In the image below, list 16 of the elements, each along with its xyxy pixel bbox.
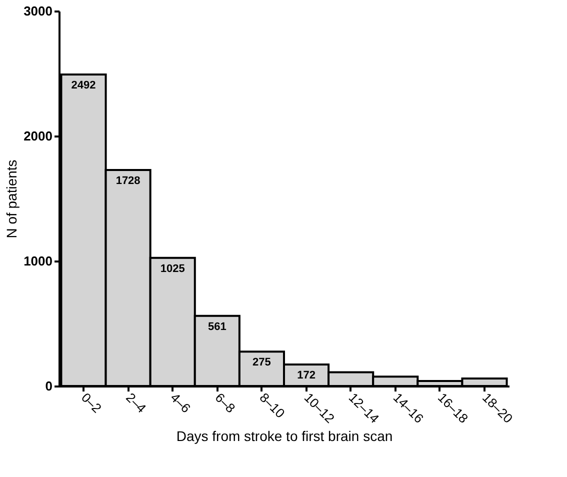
y-tick-label: 0 xyxy=(45,378,52,394)
x-tick-label: 0–2 xyxy=(78,390,105,416)
data-label: 561 xyxy=(208,320,226,333)
data-label: 2492 xyxy=(71,80,96,92)
y-tick-label: 2000 xyxy=(24,128,52,144)
y-tick-label: 3000 xyxy=(24,4,52,18)
data-label: 1728 xyxy=(116,175,140,187)
y-axis-title: N of patients xyxy=(4,160,20,238)
x-tick-label: 6–8 xyxy=(212,390,238,416)
x-axis-title: Days from stroke to first brain scan xyxy=(176,428,393,444)
data-label: 172 xyxy=(297,370,316,382)
y-tick-label: 1000 xyxy=(24,254,52,268)
x-tick-label: 4–6 xyxy=(168,390,194,416)
data-label: 275 xyxy=(252,356,271,369)
x-tick-label: 2–4 xyxy=(123,390,150,416)
data-label: 1025 xyxy=(160,262,185,275)
